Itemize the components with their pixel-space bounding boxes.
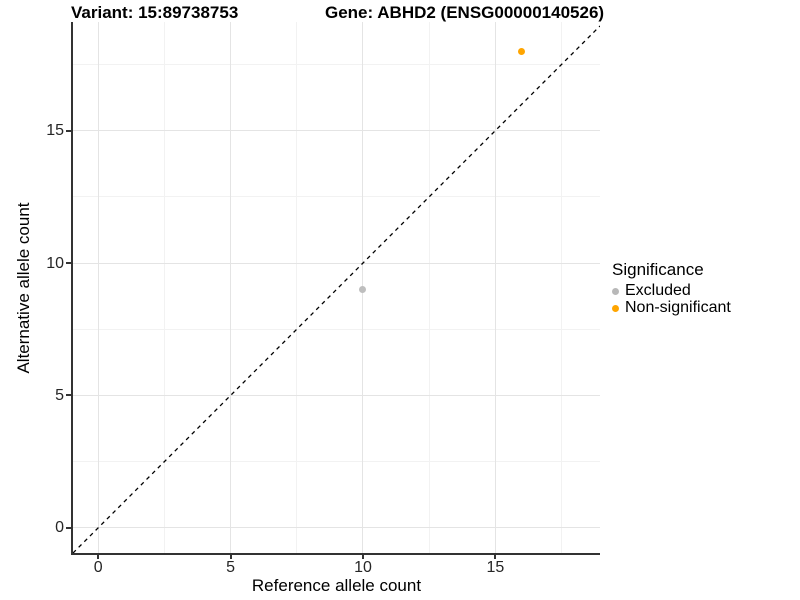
- x-tick-label: 5: [226, 559, 236, 576]
- y-tick-mark: [66, 129, 71, 132]
- gridline-major-v: [97, 22, 99, 553]
- y-tick-mark: [66, 526, 71, 529]
- variant-title: Variant: 15:89738753: [71, 3, 239, 22]
- x-tick-mark: [229, 555, 232, 559]
- gridline-minor-h: [73, 196, 600, 198]
- y-tick-label: 0: [55, 519, 64, 537]
- gridline-minor-v: [296, 22, 298, 553]
- y-tick-mark: [66, 394, 71, 397]
- gridline-major-v: [494, 22, 496, 553]
- y-axis-line: [71, 22, 73, 555]
- excluded-dot-icon: [612, 287, 619, 295]
- gridline-minor-h: [73, 461, 600, 463]
- gridline-major-h: [73, 130, 600, 132]
- x-tick-mark: [361, 555, 364, 559]
- non-significant-dot-icon: [612, 304, 619, 312]
- x-tick-mark: [97, 555, 100, 559]
- gridline-major-h: [73, 527, 600, 529]
- legend: Significance Excluded Non-significant: [612, 260, 731, 317]
- x-tick-label: 0: [93, 559, 103, 576]
- gene-title: Gene: ABHD2 (ENSG00000140526): [325, 3, 605, 22]
- legend-item-label: Non-significant: [625, 299, 731, 316]
- point-non-significant: [518, 47, 526, 55]
- plot-panel: [73, 22, 600, 553]
- point-excluded: [359, 285, 367, 293]
- x-axis-title: Reference allele count: [251, 576, 422, 595]
- gridline-minor-v: [561, 22, 563, 553]
- legend-item-non-significant: Non-significant: [612, 300, 731, 316]
- y-axis-title: Alternative allele count: [14, 202, 33, 374]
- identity-line: [73, 25, 600, 553]
- legend-item-label: Excluded: [625, 282, 691, 299]
- x-tick-label: 15: [486, 559, 505, 576]
- y-tick-mark: [66, 262, 71, 264]
- gridline-minor-h: [73, 63, 600, 65]
- y-tick-label: 10: [46, 254, 64, 272]
- gridline-major-h: [73, 262, 600, 264]
- legend-item-excluded: Excluded: [612, 283, 731, 299]
- x-axis-line: [71, 553, 600, 555]
- gridline-minor-h: [73, 328, 600, 330]
- x-tick-label: 10: [354, 559, 372, 576]
- gridline-minor-v: [163, 22, 165, 553]
- y-tick-label: 5: [55, 386, 64, 404]
- x-tick-mark: [494, 555, 497, 559]
- legend-title: Significance: [612, 260, 704, 279]
- gridline-minor-v: [428, 22, 430, 553]
- gridline-major-v: [230, 22, 232, 553]
- gridline-major-h: [73, 394, 600, 396]
- y-tick-label: 15: [46, 122, 64, 140]
